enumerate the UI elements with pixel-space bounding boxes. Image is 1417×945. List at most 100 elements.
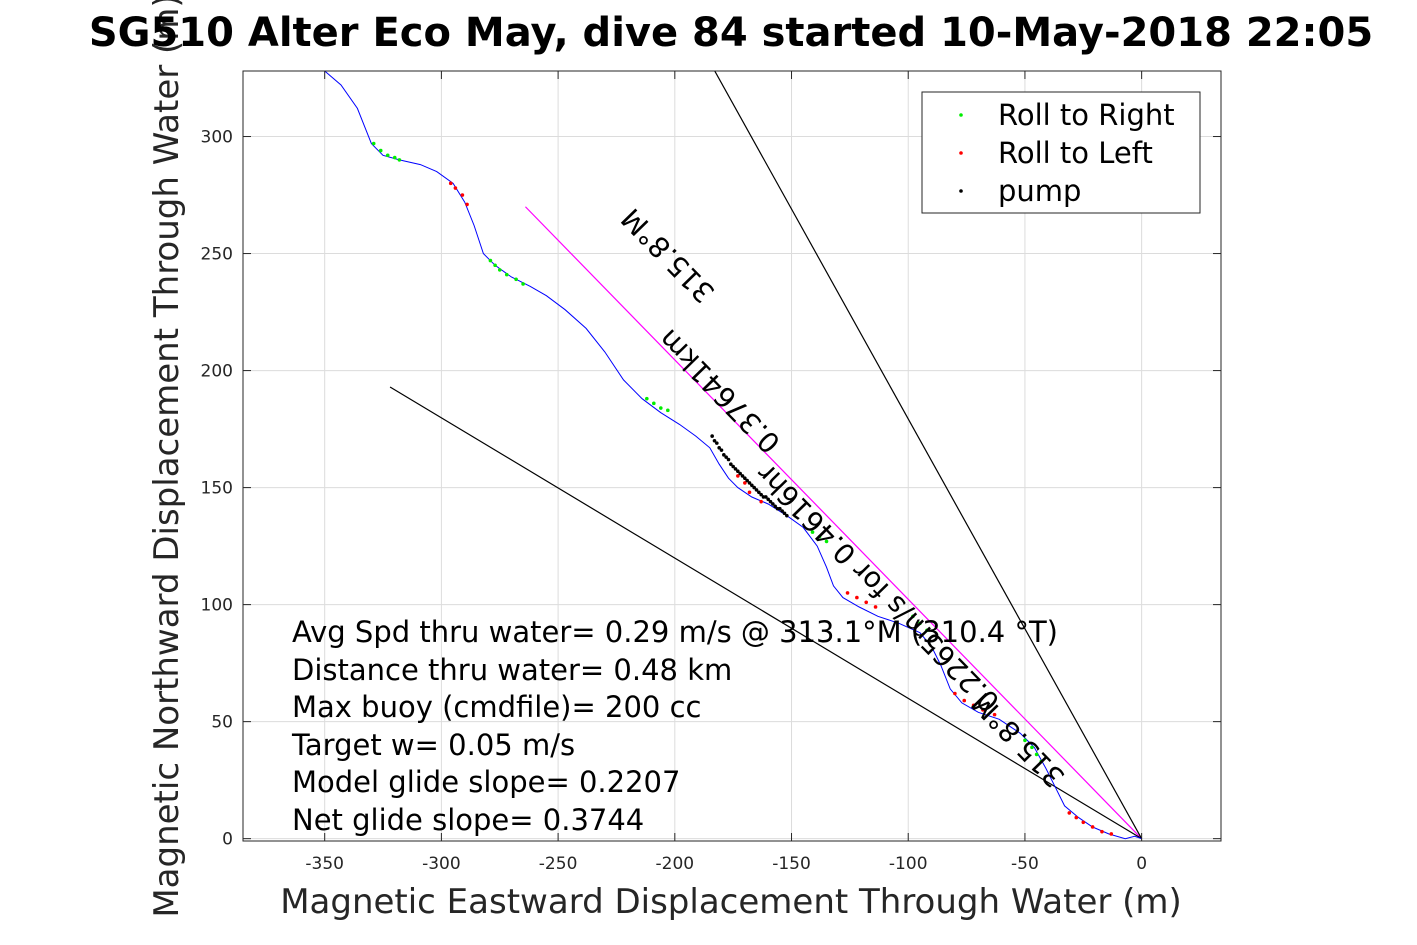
roll-right-point xyxy=(911,614,915,619)
net-direction-line xyxy=(524,206,1143,840)
y-tick-label: 300 xyxy=(201,128,233,148)
roll-left-point xyxy=(1074,815,1079,820)
pump-point xyxy=(785,513,789,518)
roll-left-point xyxy=(448,181,453,186)
legend-marker-roll-left xyxy=(959,151,963,155)
envelope-line-shallow xyxy=(389,386,1142,840)
pump-point xyxy=(750,483,754,488)
roll-right-point xyxy=(918,621,922,626)
x-tick-label: -50 xyxy=(1011,854,1039,874)
roll-left-point xyxy=(953,691,957,696)
roll-left-point xyxy=(981,708,985,712)
roll-left-point xyxy=(747,490,752,495)
pump-point xyxy=(738,471,742,476)
pump-point xyxy=(773,504,777,509)
roll-right-point xyxy=(824,539,829,544)
x-tick-label: -200 xyxy=(656,854,695,874)
pump-point xyxy=(759,492,763,497)
envelope-line-steep xyxy=(714,71,1143,839)
roll-left-point xyxy=(855,595,859,600)
pump-point xyxy=(729,462,733,466)
roll-left-point xyxy=(962,698,967,703)
roll-left-point xyxy=(971,703,976,708)
x-tick-label: -250 xyxy=(539,854,578,874)
pump-point xyxy=(736,469,740,474)
pump-point xyxy=(733,467,738,471)
legend-marker-pump xyxy=(959,189,963,193)
roll-right-point xyxy=(659,406,663,410)
roll-right-point xyxy=(1030,745,1034,750)
roll-right-point xyxy=(817,534,822,539)
roll-right-point xyxy=(810,530,815,534)
roll-left-point xyxy=(873,605,878,609)
roll-right-point xyxy=(645,396,649,401)
pump-point xyxy=(740,474,745,478)
x-tick-label: -300 xyxy=(422,854,461,874)
x-tick-label: -100 xyxy=(889,854,928,874)
roll-left-point xyxy=(1109,832,1114,836)
chart-title: SG510 Alter Eco May, dive 84 started 10-… xyxy=(89,10,1373,56)
y-tick-label: 100 xyxy=(201,596,233,616)
legend-label-roll-left: Roll to Left xyxy=(998,136,1153,170)
roll-left-point xyxy=(845,591,850,595)
roll-left-point xyxy=(864,600,869,605)
roll-right-point xyxy=(497,268,502,272)
pump-point xyxy=(778,506,782,511)
y-tick-label: 50 xyxy=(211,713,233,733)
pump-point xyxy=(752,485,756,490)
x-tick-label: -350 xyxy=(305,854,344,874)
roll-right-point xyxy=(514,277,518,282)
pump-point xyxy=(722,453,726,457)
pump-point xyxy=(726,457,731,462)
pump-point xyxy=(766,497,770,502)
track-line xyxy=(324,71,1142,840)
pump-point xyxy=(743,476,747,481)
roll-right-point xyxy=(521,282,525,286)
pump-point xyxy=(724,455,728,459)
x-tick-label: -150 xyxy=(772,854,811,874)
annotation-net-glide: Net glide slope= 0.3744 xyxy=(292,803,644,837)
pump-point xyxy=(710,434,714,438)
roll-left-point xyxy=(759,499,763,504)
y-axis-label: Magnetic Northward Displacement Through … xyxy=(147,0,187,918)
roll-left-point xyxy=(1090,825,1095,829)
roll-right-point xyxy=(925,628,929,633)
roll-right-point xyxy=(378,148,383,153)
roll-right-point xyxy=(1034,752,1039,757)
series-layer xyxy=(324,71,1142,840)
roll-left-point xyxy=(1081,820,1086,825)
reference-lines xyxy=(389,71,1143,840)
pump-point xyxy=(747,481,752,485)
roll-left-point xyxy=(1067,811,1072,815)
roll-left-point xyxy=(460,193,465,197)
roll-right-point xyxy=(392,155,397,160)
pump-point xyxy=(731,464,735,469)
roll-right-point xyxy=(1023,738,1027,743)
pump-point xyxy=(745,478,749,483)
roll-left-point xyxy=(992,712,997,717)
ticks xyxy=(243,71,1221,841)
pump-point xyxy=(757,490,761,495)
annotation-distance: Distance thru water= 0.48 km xyxy=(292,653,732,687)
roll-left-point xyxy=(465,202,469,207)
roll-right-point xyxy=(666,408,670,413)
pump-point xyxy=(771,502,775,506)
pump-point xyxy=(712,438,717,443)
y-tick-label: 250 xyxy=(201,245,233,265)
y-tick-label: 150 xyxy=(201,479,233,499)
pump-point xyxy=(780,509,784,513)
annotation-target-w: Target w= 0.05 m/s xyxy=(291,728,575,762)
pump-point xyxy=(717,446,721,450)
y-tick-label: 200 xyxy=(201,362,233,382)
roll-right-point xyxy=(652,401,656,406)
pump-point xyxy=(782,511,787,516)
roll-right-point xyxy=(397,158,402,162)
legend-box xyxy=(921,91,1201,214)
annotation-avg-speed: Avg Spd thru water= 0.29 m/s @ 313.1°M (… xyxy=(292,615,1058,649)
roll-left-point xyxy=(453,186,458,190)
roll-right-point xyxy=(1039,759,1044,764)
legend-label-pump: pump xyxy=(998,174,1081,208)
x-tick-label: 0 xyxy=(1136,854,1147,874)
roll-right-point xyxy=(493,263,497,268)
